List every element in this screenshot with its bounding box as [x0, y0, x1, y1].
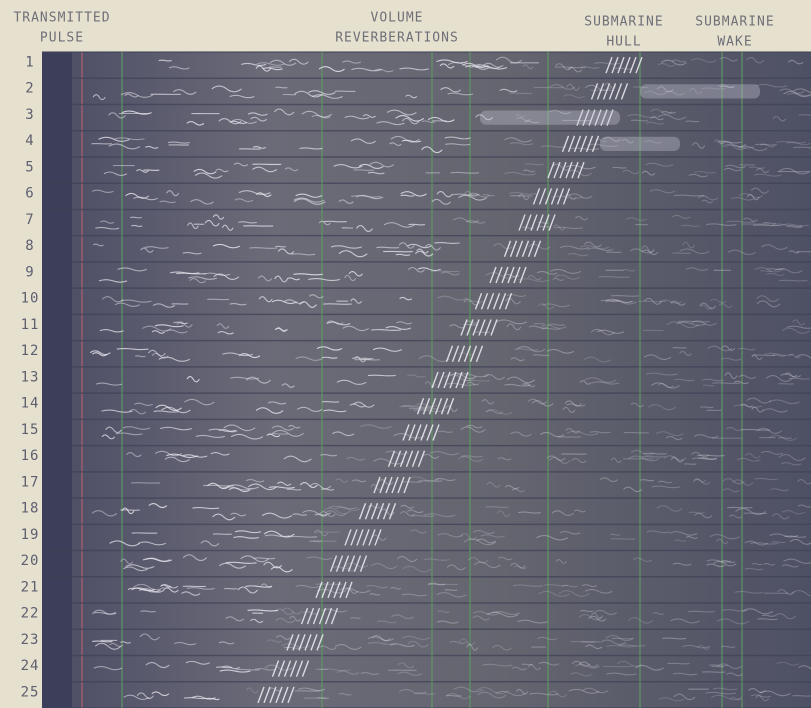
row-number: 25	[21, 684, 40, 700]
squiggle	[275, 87, 287, 88]
row-number: 17	[21, 474, 40, 490]
row-number: 13	[21, 369, 40, 385]
row-number: 7	[25, 212, 34, 228]
squiggle	[445, 590, 457, 591]
row-number: 12	[21, 343, 40, 359]
wake-glow	[480, 110, 620, 124]
row-number: 19	[21, 527, 40, 543]
squiggle	[611, 638, 633, 639]
squiggle	[711, 666, 723, 667]
squiggle	[236, 669, 260, 670]
label: HULL	[606, 35, 641, 50]
row-number: 4	[25, 133, 34, 149]
label: TRANSMITTED	[13, 11, 110, 26]
squiggle	[475, 332, 490, 333]
squiggle	[612, 167, 626, 168]
squiggle	[354, 170, 374, 171]
row-number: 8	[25, 238, 34, 254]
row-number: 15	[21, 422, 40, 438]
label: WAKE	[717, 35, 752, 50]
record-area	[42, 52, 811, 708]
squiggle	[362, 358, 373, 359]
squiggle	[611, 296, 639, 297]
row-number: 16	[21, 448, 40, 464]
label: VOLUME	[371, 11, 424, 26]
squiggle	[249, 248, 277, 249]
row-number: 2	[25, 81, 34, 97]
squiggle	[753, 225, 782, 226]
squiggle	[700, 407, 713, 408]
squiggle	[467, 301, 485, 302]
row-number: 9	[25, 264, 34, 280]
squiggle	[533, 355, 550, 356]
row-number: 18	[21, 501, 40, 517]
label: PULSE	[40, 31, 84, 46]
row-number: 1	[25, 54, 34, 70]
squiggle	[525, 164, 544, 165]
row-number: 22	[21, 606, 40, 622]
page: TRANSMITTED PULSE VOLUME REVERBERATIONS …	[0, 0, 811, 708]
squiggle	[755, 144, 777, 145]
squiggle	[409, 224, 425, 225]
label: SUBMARINE	[695, 15, 774, 30]
row-number: 21	[21, 579, 40, 595]
row-number: 24	[21, 658, 40, 674]
squiggle	[792, 696, 811, 697]
squiggle	[686, 121, 699, 122]
squiggle	[431, 271, 459, 272]
row-number: 3	[25, 107, 34, 123]
squiggle	[688, 611, 714, 612]
squiggle	[778, 438, 791, 439]
squiggle	[368, 375, 396, 376]
squiggle	[674, 195, 704, 196]
squiggle	[288, 536, 317, 537]
sonar-record: TRANSMITTED PULSE VOLUME REVERBERATIONS …	[0, 0, 811, 708]
squiggle	[322, 402, 339, 403]
row-number: 23	[21, 632, 40, 648]
row-number: 5	[25, 159, 34, 175]
row-number: 14	[21, 396, 40, 412]
wake-glow	[600, 137, 680, 151]
squiggle	[742, 429, 770, 430]
row-number: 10	[21, 291, 40, 307]
pulse-band	[42, 52, 72, 708]
squiggle	[275, 246, 285, 247]
squiggle	[779, 280, 807, 281]
row-number: 20	[21, 553, 40, 569]
label: SUBMARINE	[584, 15, 663, 30]
row-number: 11	[21, 317, 40, 333]
wake-glow	[640, 84, 760, 98]
squiggle	[667, 663, 689, 664]
squiggle	[324, 221, 347, 222]
squiggle	[631, 120, 648, 121]
label: REVERBERATIONS	[335, 31, 459, 46]
row-number: 6	[25, 186, 34, 202]
squiggle	[376, 247, 399, 248]
